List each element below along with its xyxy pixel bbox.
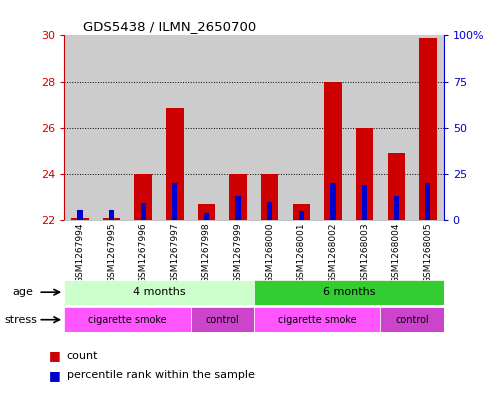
FancyBboxPatch shape [64, 280, 254, 305]
Text: cigarette smoke: cigarette smoke [278, 315, 356, 325]
Bar [204, 213, 209, 220]
Bar [96, 35, 127, 220]
FancyBboxPatch shape [191, 307, 254, 332]
Text: 4 months: 4 months [133, 287, 185, 297]
Text: percentile rank within the sample: percentile rank within the sample [67, 370, 254, 380]
Bar [387, 153, 405, 220]
Bar [299, 211, 304, 220]
Bar [425, 183, 430, 220]
Bar [419, 38, 437, 220]
Bar [254, 35, 285, 220]
Bar [393, 196, 399, 220]
Bar [324, 82, 342, 220]
Bar [64, 35, 96, 220]
Bar [381, 35, 412, 220]
Text: count: count [67, 351, 98, 361]
Text: GDS5438 / ILMN_2650700: GDS5438 / ILMN_2650700 [83, 20, 256, 33]
Text: ■: ■ [49, 369, 61, 382]
Bar [412, 35, 444, 220]
Bar [103, 218, 120, 220]
Bar [236, 196, 241, 220]
Text: control: control [395, 315, 429, 325]
Bar [330, 183, 336, 220]
Bar [261, 174, 279, 220]
Bar [141, 204, 146, 220]
Bar [222, 35, 254, 220]
Bar [77, 210, 82, 220]
Bar [172, 183, 177, 220]
Bar [198, 204, 215, 220]
Bar [229, 174, 247, 220]
Bar [127, 35, 159, 220]
Bar [317, 35, 349, 220]
Bar [166, 108, 183, 220]
Text: cigarette smoke: cigarette smoke [88, 315, 167, 325]
FancyBboxPatch shape [254, 280, 444, 305]
Text: 6 months: 6 months [322, 287, 375, 297]
Bar [356, 128, 373, 220]
Bar [293, 204, 310, 220]
Bar [267, 202, 272, 220]
Bar [349, 35, 381, 220]
Bar [362, 185, 367, 220]
Bar [285, 35, 317, 220]
Text: age: age [12, 287, 33, 297]
Text: ■: ■ [49, 349, 61, 362]
Bar [109, 210, 114, 220]
Bar [159, 35, 191, 220]
Text: control: control [206, 315, 239, 325]
Text: stress: stress [4, 314, 37, 325]
FancyBboxPatch shape [254, 307, 381, 332]
Bar [71, 218, 89, 220]
Bar [191, 35, 222, 220]
FancyBboxPatch shape [381, 307, 444, 332]
Bar [135, 174, 152, 220]
FancyBboxPatch shape [64, 307, 191, 332]
